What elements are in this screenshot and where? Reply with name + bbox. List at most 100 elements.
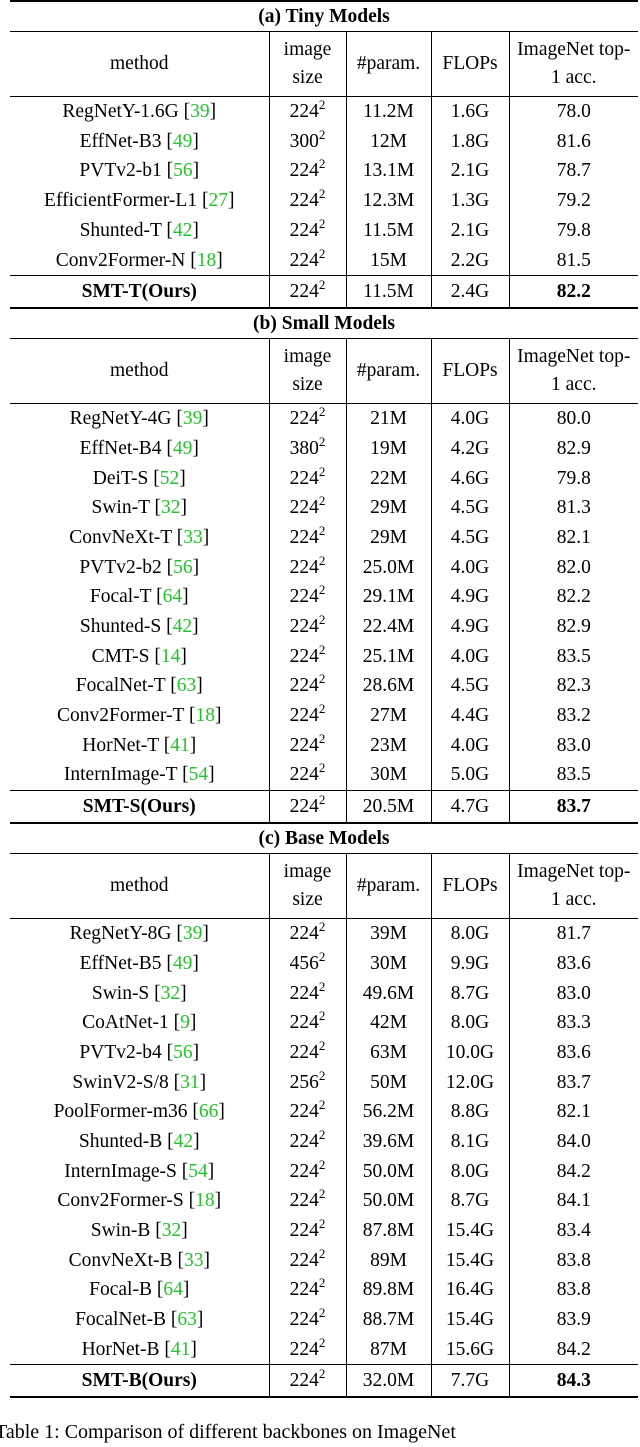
param-cell: 42M bbox=[345, 1008, 431, 1038]
method-cell: EffNet-B4 [49] bbox=[10, 434, 269, 464]
acc-cell: 81.7 bbox=[508, 918, 638, 949]
method-name: FocalNet-B bbox=[75, 1309, 167, 1331]
param-cell: 25.0M bbox=[345, 552, 431, 583]
image-size-value: 224 bbox=[289, 645, 319, 667]
flops-cell: 8.8G bbox=[430, 1097, 509, 1127]
image-size-value: 300 bbox=[289, 130, 319, 152]
flops-cell: 4.9G bbox=[430, 582, 509, 612]
flops-cell: 4.5G bbox=[430, 671, 509, 701]
section-title: (a) Tiny Models bbox=[10, 0, 638, 32]
ours-row: SMT-S(Ours) 2242 20.5M 4.7G 83.7 bbox=[10, 790, 638, 824]
image-size-value: 224 bbox=[289, 1370, 319, 1392]
param-cell: 29.1M bbox=[345, 582, 431, 612]
size-exponent: 2 bbox=[318, 1186, 326, 1202]
method-name: PoolFormer-m36 bbox=[53, 1101, 188, 1123]
image-size-cell: 2242 bbox=[268, 730, 346, 761]
citation-number: 56 bbox=[173, 1041, 193, 1063]
size-exponent: 2 bbox=[318, 948, 326, 964]
method-name: CoAtNet-1 bbox=[82, 1012, 169, 1034]
citation-ref: [63] bbox=[170, 1309, 204, 1331]
method-cell: SwinV2-S/8 [31] bbox=[10, 1068, 269, 1098]
citation-ref: [33] bbox=[176, 526, 210, 548]
method-name: RegNetY-1.6G bbox=[62, 101, 179, 123]
param-cell: 30M bbox=[345, 760, 431, 791]
image-size-value: 224 bbox=[289, 764, 319, 786]
acc-cell: 84.2 bbox=[508, 1334, 638, 1365]
acc-cell: 82.3 bbox=[508, 671, 638, 701]
flops-cell: 5.0G bbox=[430, 760, 509, 791]
method-cell: Conv2Former-N [18] bbox=[10, 245, 269, 275]
method-cell: SMT-S(Ours) bbox=[10, 790, 269, 824]
citation-ref: [18] bbox=[190, 249, 223, 271]
flops-cell: 2.4G bbox=[430, 275, 509, 309]
section-title-row: (a) Tiny Models bbox=[10, 0, 638, 32]
method-cell: DeiT-S [52] bbox=[10, 464, 269, 494]
param-cell: 12M bbox=[345, 126, 431, 157]
size-exponent: 2 bbox=[318, 245, 326, 261]
image-size-cell: 2242 bbox=[268, 156, 346, 187]
citation-number: 49 bbox=[172, 952, 193, 974]
method-name: SMT-S(Ours) bbox=[82, 795, 196, 817]
acc-cell: 80.0 bbox=[508, 403, 638, 434]
image-size-value: 224 bbox=[289, 219, 319, 241]
citation-ref: [32] bbox=[154, 982, 187, 1004]
size-exponent: 2 bbox=[318, 1126, 326, 1142]
acc-cell: 83.0 bbox=[508, 730, 638, 761]
size-exponent: 2 bbox=[318, 1216, 326, 1232]
acc-cell: 83.6 bbox=[508, 1037, 638, 1068]
image-size-value: 224 bbox=[289, 675, 319, 697]
citation-number: 42 bbox=[172, 616, 193, 638]
param-cell: 63M bbox=[345, 1037, 431, 1068]
size-exponent: 2 bbox=[318, 126, 326, 142]
header-param: #param. bbox=[345, 31, 431, 97]
citation-ref: [54] bbox=[182, 764, 215, 786]
image-size-cell: 2242 bbox=[268, 760, 346, 791]
image-size-value: 224 bbox=[289, 556, 319, 578]
size-exponent: 2 bbox=[318, 215, 326, 231]
param-cell: 22M bbox=[345, 463, 431, 494]
best-acc-value: 83.7 bbox=[556, 795, 591, 817]
size-exponent: 2 bbox=[318, 1305, 326, 1321]
table-row: Shunted-B [42] 2242 39.6M 8.1G 84.0 bbox=[10, 1126, 638, 1157]
method-cell: Swin-B [32] bbox=[10, 1216, 269, 1246]
flops-cell: 4.0G bbox=[430, 730, 509, 761]
image-size-cell: 2242 bbox=[268, 1097, 346, 1127]
image-size-value: 224 bbox=[289, 497, 319, 519]
acc-cell: 82.2 bbox=[508, 275, 638, 309]
acc-cell: 84.1 bbox=[508, 1186, 638, 1216]
table-row: HorNet-T [41] 2242 23M 4.0G 83.0 bbox=[10, 730, 638, 761]
method-name: EffNet-B4 bbox=[79, 437, 162, 459]
size-exponent: 2 bbox=[318, 760, 326, 776]
image-size-value: 224 bbox=[289, 160, 319, 182]
param-cell: 89M bbox=[345, 1245, 431, 1276]
citation-number: 56 bbox=[173, 556, 193, 578]
image-size-cell: 2242 bbox=[268, 671, 346, 701]
method-cell: CoAtNet-1 [9] bbox=[10, 1008, 269, 1038]
table-row: RegNetY-1.6G [39] 2242 11.2M 1.6G 78.0 bbox=[10, 95, 638, 127]
size-exponent: 2 bbox=[318, 493, 326, 509]
method-cell: Shunted-S [42] bbox=[10, 612, 269, 642]
size-exponent: 2 bbox=[318, 1156, 326, 1172]
citation-ref: [54] bbox=[181, 1160, 215, 1182]
size-exponent: 2 bbox=[318, 97, 326, 113]
method-cell: FocalNet-T [63] bbox=[10, 671, 269, 701]
method-name: DeiT-S bbox=[92, 467, 149, 489]
method-name: PVTv2-b2 bbox=[79, 556, 162, 578]
param-cell: 15M bbox=[345, 245, 431, 276]
image-size-cell: 2242 bbox=[268, 582, 346, 612]
image-size-cell: 2242 bbox=[268, 701, 346, 731]
image-size-value: 224 bbox=[289, 249, 319, 271]
method-name: RegNetY-8G bbox=[69, 923, 172, 945]
size-exponent: 2 bbox=[318, 186, 326, 202]
method-name: EffNet-B3 bbox=[79, 130, 162, 152]
citation-number: 63 bbox=[177, 1309, 197, 1331]
table-row: Shunted-S [42] 2242 22.4M 4.9G 82.9 bbox=[10, 611, 638, 642]
size-exponent: 2 bbox=[318, 276, 326, 292]
acc-cell: 83.0 bbox=[508, 978, 638, 1009]
image-size-value: 224 bbox=[289, 190, 319, 212]
image-size-value: 224 bbox=[289, 1279, 319, 1301]
citation-number: 54 bbox=[188, 1160, 208, 1182]
image-size-cell: 2242 bbox=[268, 790, 346, 824]
param-cell: 11.5M bbox=[345, 215, 431, 246]
acc-cell: 83.9 bbox=[508, 1305, 638, 1335]
